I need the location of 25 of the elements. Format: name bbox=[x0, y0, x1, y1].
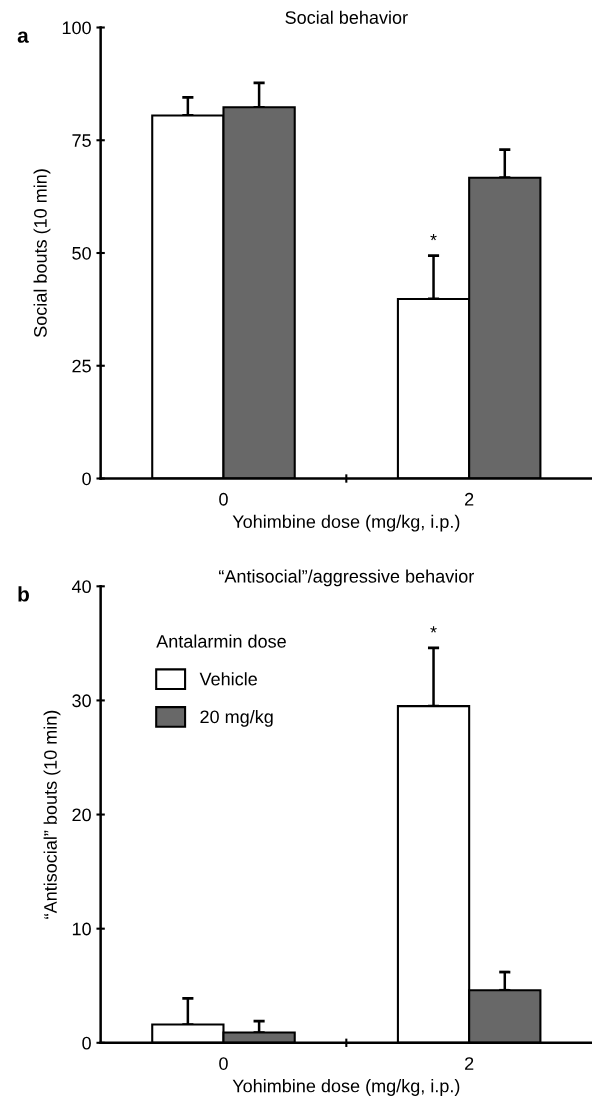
y-tick-label: 25 bbox=[72, 359, 91, 373]
y-tick-label: 10 bbox=[72, 922, 91, 936]
text: b bbox=[18, 586, 29, 602]
y-tick-label: 50 bbox=[72, 246, 91, 260]
chart-title: “Antisocial”/aggressive behavior bbox=[219, 569, 474, 587]
x-tick-label: 2 bbox=[465, 1057, 474, 1070]
legend-label: 20 mg/kg bbox=[200, 709, 273, 727]
y-tick-label: 0 bbox=[82, 1036, 91, 1050]
x-axis-title: Yohimbine dose (mg/kg, i.p.) bbox=[232, 514, 460, 532]
annotation: * bbox=[430, 233, 437, 241]
y-tick-label: 20 bbox=[72, 808, 91, 822]
y-tick-label: 40 bbox=[71, 580, 91, 594]
x-tick-label: 2 bbox=[465, 492, 474, 506]
chart-title: Social behavior bbox=[285, 10, 408, 24]
annotation: * bbox=[430, 626, 437, 633]
x-axis-title: Yohimbine dose (mg/kg, i.p.) bbox=[232, 1079, 460, 1096]
y-axis-title: Social bouts (10 min) bbox=[33, 169, 51, 337]
y-tick-label: 0 bbox=[82, 472, 91, 486]
y-axis-title: “Antisocial” bouts (10 min) bbox=[43, 710, 61, 919]
legend-title: Antalarmin dose bbox=[156, 634, 286, 648]
y-tick-label: 75 bbox=[72, 134, 91, 147]
legend-label: Vehicle bbox=[199, 672, 257, 686]
y-tick-label: 30 bbox=[72, 694, 91, 708]
text: a bbox=[17, 31, 29, 43]
y-tick-label: 100 bbox=[62, 21, 91, 35]
